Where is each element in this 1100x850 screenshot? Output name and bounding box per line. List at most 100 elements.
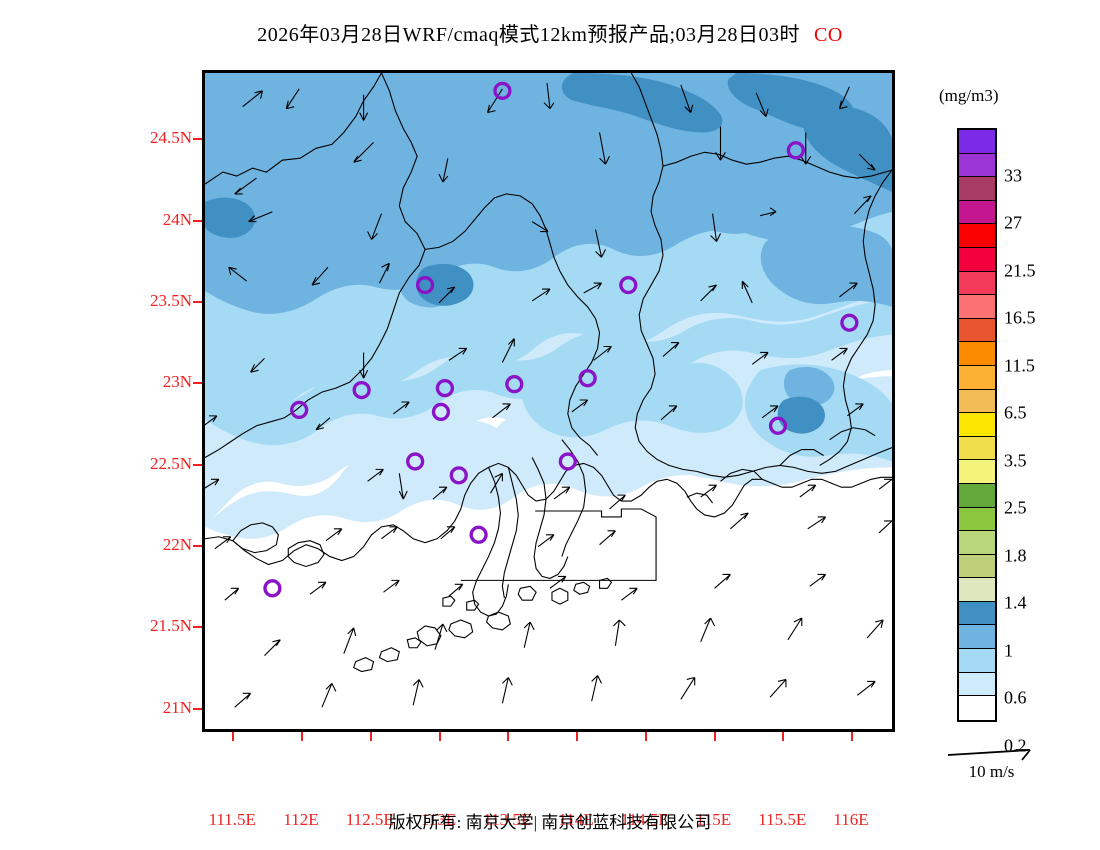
- station-markers[interactable]: [263, 81, 859, 598]
- x-axis-tick: [301, 732, 303, 741]
- station-marker[interactable]: [505, 375, 524, 394]
- station-marker[interactable]: [768, 416, 788, 435]
- colorbar-segment: [959, 224, 995, 248]
- colorbar-segment: [959, 295, 995, 319]
- colorbar-tick-label: 1.4: [1004, 592, 1027, 613]
- colorbar-segment: [959, 507, 995, 532]
- colorbar-segment: [959, 601, 995, 626]
- wind-vector-field: [205, 82, 892, 708]
- x-axis-label: 115E: [695, 810, 732, 829]
- x-axis-tick: [369, 732, 372, 741]
- y-axis-label: 24.5N: [149, 128, 192, 148]
- y-axis-tick: [193, 219, 202, 222]
- x-axis-tick: [438, 732, 441, 741]
- x-axis-tick: [644, 732, 647, 741]
- station-marker[interactable]: [469, 525, 488, 544]
- y-axis-tick: [193, 300, 202, 303]
- colorbar-segment: [959, 177, 995, 201]
- colorbar-segment: [959, 153, 995, 178]
- colorbar-tick-label: 16.5: [1004, 307, 1036, 328]
- station-marker[interactable]: [786, 141, 805, 160]
- x-axis-tick: [232, 732, 235, 741]
- y-axis-label: 22.5N: [149, 453, 192, 473]
- y-axis-label: 24N: [162, 209, 192, 229]
- y-axis-tick: [193, 463, 202, 466]
- station-marker[interactable]: [431, 402, 451, 422]
- colorbar-segment: [959, 247, 995, 272]
- colorbar-segment: [959, 200, 995, 225]
- y-axis-tick: [193, 382, 202, 385]
- contour-band-1.4: [205, 73, 892, 434]
- station-marker[interactable]: [352, 380, 371, 400]
- colorbar-tick-label: 1: [1004, 640, 1013, 661]
- colorbar-tick-label: 0.6: [1004, 687, 1027, 708]
- colorbar-segment: [959, 531, 995, 555]
- station-marker[interactable]: [415, 275, 435, 295]
- colorbar-tick-label: 21.5: [1004, 260, 1036, 281]
- station-marker[interactable]: [578, 369, 597, 388]
- colorbar-segment: [959, 413, 995, 437]
- colorbar-tick-label: 1.8: [1004, 545, 1027, 566]
- colorbar-segment: [959, 483, 995, 508]
- x-axis-label: 114.5E: [620, 810, 669, 829]
- colorbar-segment: [959, 389, 995, 414]
- wind-scale-label: 10 m/s: [968, 762, 1015, 781]
- x-axis-label: 115.5E: [758, 810, 807, 829]
- colorbar-tick-label: 33: [1004, 165, 1022, 186]
- colorbar-segment: [959, 649, 995, 673]
- x-axis-tick: [713, 732, 716, 741]
- colorbar-segment: [959, 271, 995, 296]
- x-axis-label: 111.5E: [208, 810, 256, 829]
- station-marker[interactable]: [263, 579, 282, 598]
- colorbar-segment: [959, 625, 995, 650]
- y-axis-label: 21N: [162, 697, 192, 717]
- station-marker[interactable]: [619, 275, 638, 295]
- colorbar-tick-label: 27: [1004, 212, 1022, 233]
- x-axis-tick: [507, 732, 510, 741]
- y-axis-tick: [193, 626, 202, 629]
- station-marker[interactable]: [435, 379, 455, 398]
- x-axis-label: 112.5E: [345, 810, 394, 829]
- colorbar[interactable]: [957, 128, 997, 722]
- wind-scale-legend: 10 m/s: [944, 742, 1074, 782]
- colorbar-unit-label: (mg/m3): [939, 86, 999, 105]
- x-axis-label: 113E: [420, 810, 457, 829]
- colorbar-segment: [959, 554, 995, 579]
- title-species: CO: [814, 24, 843, 46]
- colorbar-segment: [959, 342, 995, 366]
- colorbar-segment: [959, 318, 995, 343]
- plot-frame: [202, 70, 895, 732]
- colorbar-segment: [959, 696, 995, 720]
- y-axis-tick: [193, 544, 202, 547]
- station-marker[interactable]: [493, 81, 512, 100]
- copyright-footer: 版权所有: 南京大学| 南京创蓝科技有限公司: [388, 813, 712, 832]
- colorbar-segment: [959, 672, 995, 697]
- forecast-map[interactable]: 24.5N 24N 23.5N 23N 22.5N 22N 21.5N 21N 111.5E 1…: [150, 70, 895, 829]
- station-marker[interactable]: [558, 452, 577, 471]
- page-title: 2026年03月28日WRF/cmaq模式12km预报产品;03月28日03时 C…: [0, 18, 1100, 47]
- title-text: 2026年03月28日WRF/cmaq模式12km预报产品;03月28日03时: [257, 24, 801, 46]
- x-axis-tick: [851, 732, 853, 741]
- station-marker[interactable]: [406, 452, 425, 471]
- x-axis-label: 113.5E: [483, 810, 532, 829]
- y-axis-label: 23N: [162, 372, 192, 392]
- station-marker[interactable]: [290, 400, 309, 420]
- y-axis-label: 23.5N: [149, 290, 192, 310]
- y-axis-label: 21.5N: [149, 616, 192, 636]
- x-axis-label: 112E: [283, 810, 319, 829]
- colorbar-tick-label: 3.5: [1004, 450, 1027, 471]
- colorbar-tick-label: 2.5: [1004, 497, 1027, 518]
- colorbar-segment: [959, 578, 995, 602]
- station-marker[interactable]: [449, 466, 468, 485]
- colorbar-segment: [959, 460, 995, 484]
- colorbar-segment: [959, 436, 995, 461]
- arrow-right-icon: [947, 749, 1031, 761]
- x-axis-label: 114E: [558, 810, 594, 829]
- x-axis-tick: [782, 732, 785, 741]
- y-axis-tick: [193, 707, 202, 710]
- station-marker[interactable]: [840, 313, 859, 332]
- map-canvas: [205, 73, 892, 729]
- x-axis-label: 116E: [833, 810, 869, 829]
- colorbar-segment: [959, 130, 995, 154]
- colorbar-tick-label: 11.5: [1004, 355, 1035, 376]
